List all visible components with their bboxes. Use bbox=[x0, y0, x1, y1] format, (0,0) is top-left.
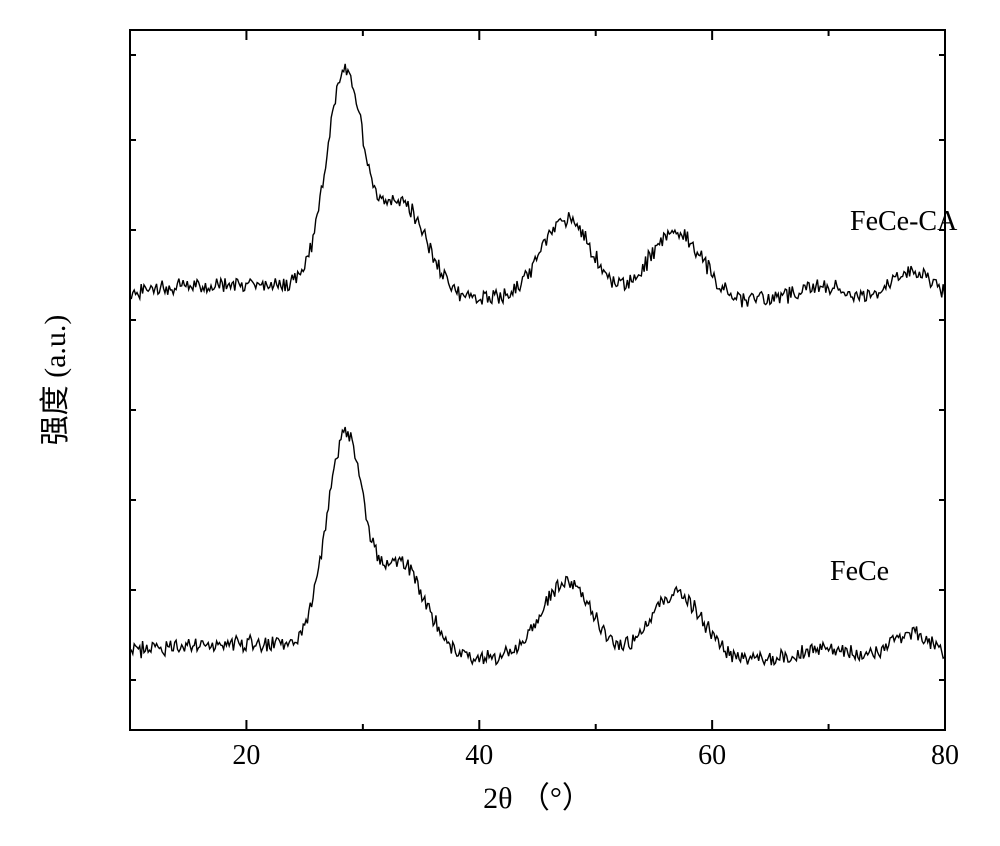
x-tick-label: 60 bbox=[698, 740, 726, 771]
series-label: FeCe-CA bbox=[850, 206, 958, 237]
x-tick-label: 20 bbox=[232, 740, 260, 771]
series-label: FeCe bbox=[830, 556, 889, 587]
chart-svg: FeCe-CA FeCe 20 40 60 80 2θ （°） 强度 (a.u.) bbox=[0, 0, 1000, 846]
xrd-chart: FeCe-CA FeCe 20 40 60 80 2θ （°） 强度 (a.u.) bbox=[0, 0, 1000, 846]
y-axis-label: 强度 (a.u.) bbox=[39, 315, 72, 446]
x-tick-label: 40 bbox=[465, 740, 493, 771]
x-tick-label: 80 bbox=[931, 740, 959, 771]
x-axis-label: 2θ （°） bbox=[483, 782, 592, 815]
